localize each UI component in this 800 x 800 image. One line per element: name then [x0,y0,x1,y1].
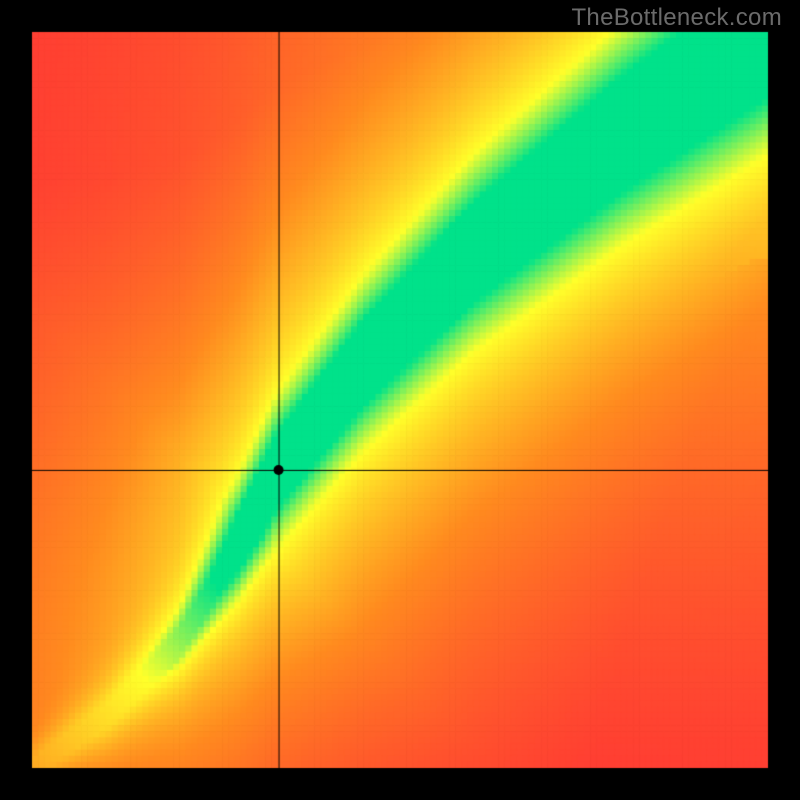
watermark-text: TheBottleneck.com [571,4,782,32]
heatmap-canvas [0,0,800,800]
chart-root: TheBottleneck.com [0,0,800,800]
